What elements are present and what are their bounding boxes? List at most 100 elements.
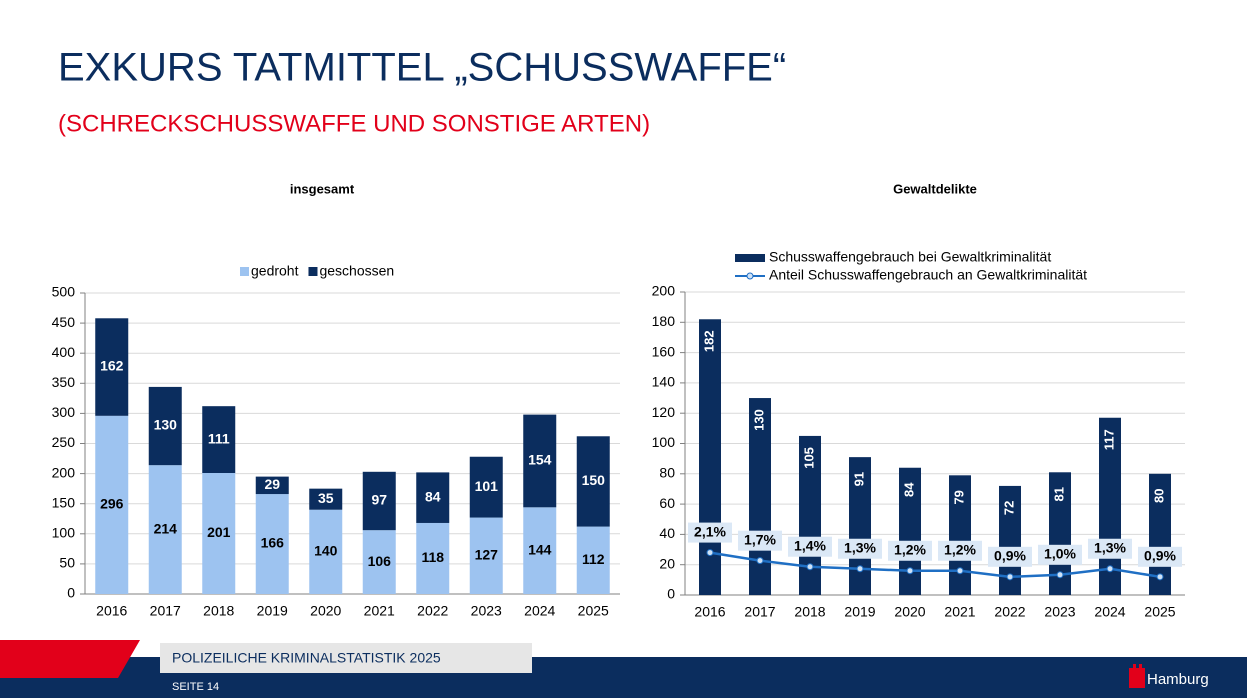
data-label: 117 — [1101, 429, 1116, 450]
bar — [469, 456, 503, 518]
bar — [202, 472, 236, 594]
bar — [202, 406, 236, 473]
data-label: 162 — [100, 358, 124, 374]
bar — [999, 485, 1021, 595]
bar — [523, 507, 557, 594]
logo-text: Hamburg — [1147, 671, 1209, 688]
data-label: 201 — [207, 524, 231, 540]
logo-icon — [1129, 664, 1145, 688]
x-tick-label: 2025 — [578, 603, 609, 619]
line-marker — [1106, 565, 1114, 573]
footer-page: SEITE 14 — [172, 681, 219, 693]
data-label-box — [788, 536, 832, 557]
y-tick-label: 200 — [52, 464, 76, 480]
line-marker — [856, 565, 864, 573]
data-label: 112 — [582, 551, 605, 567]
bar — [255, 476, 289, 495]
y-tick-label: 160 — [652, 343, 676, 359]
data-label-box — [1138, 546, 1182, 567]
bar — [416, 522, 450, 594]
x-tick-label: 2022 — [994, 604, 1025, 620]
x-tick-label: 2017 — [744, 604, 775, 620]
bar — [362, 471, 396, 531]
x-tick-label: 2024 — [1094, 604, 1125, 620]
bar — [469, 517, 503, 594]
data-label-box — [1038, 544, 1082, 565]
data-label: 166 — [261, 535, 285, 551]
slide-title: EXKURS TATMITTEL „SCHUSSWAFFE“ — [58, 46, 786, 90]
data-label: 140 — [314, 543, 338, 559]
data-label: 1,3% — [844, 539, 876, 555]
data-label: 296 — [100, 496, 124, 512]
x-tick-label: 2018 — [794, 604, 825, 620]
x-tick-label: 2019 — [257, 603, 288, 619]
line-marker — [1056, 571, 1064, 579]
y-tick-label: 400 — [52, 344, 76, 360]
x-tick-label: 2016 — [694, 604, 725, 620]
line-marker — [1006, 573, 1014, 581]
y-tick-label: 100 — [652, 434, 676, 450]
bar — [849, 457, 871, 595]
y-tick-label: 200 — [652, 283, 676, 299]
data-label: 0,9% — [994, 548, 1026, 564]
x-tick-label: 2019 — [844, 604, 875, 620]
data-label: 29 — [264, 476, 280, 492]
data-label: 154 — [528, 452, 552, 468]
data-label: 2,1% — [694, 523, 726, 539]
bar — [95, 318, 129, 416]
x-tick-label: 2025 — [1144, 604, 1175, 620]
y-tick-label: 140 — [652, 374, 676, 390]
x-tick-label: 2022 — [417, 603, 448, 619]
data-label: 182 — [701, 330, 716, 352]
data-label: 1,0% — [1044, 546, 1076, 562]
y-tick-label: 120 — [652, 404, 676, 420]
footer-box — [160, 643, 532, 673]
data-label: 97 — [371, 492, 387, 508]
data-label-box — [838, 538, 882, 559]
x-tick-label: 2020 — [310, 603, 341, 619]
bar — [899, 467, 921, 595]
data-label: 35 — [318, 490, 334, 506]
footer-accent — [0, 640, 140, 678]
line-marker — [756, 557, 764, 565]
data-label: 1,2% — [944, 541, 976, 557]
legend-swatch — [240, 267, 249, 276]
data-label-box — [688, 522, 732, 543]
data-label: 91 — [851, 472, 866, 486]
line — [709, 551, 1161, 579]
y-tick-label: 150 — [52, 494, 76, 510]
x-tick-label: 2023 — [1044, 604, 1075, 620]
data-label: 84 — [901, 482, 916, 497]
data-label: 101 — [475, 478, 499, 494]
bar — [309, 509, 343, 594]
legend-label: Anteil Schusswaffengebrauch an Gewaltkri… — [769, 267, 1087, 283]
data-label: 130 — [154, 417, 178, 433]
data-label: 80 — [1151, 489, 1166, 503]
data-label: 1,2% — [894, 541, 926, 557]
x-tick-label: 2017 — [150, 603, 181, 619]
data-label: 84 — [425, 488, 441, 504]
data-label: 118 — [421, 549, 444, 565]
bar — [949, 475, 971, 595]
x-tick-label: 2016 — [96, 603, 127, 619]
y-tick-label: 350 — [52, 374, 76, 390]
y-tick-label: 0 — [67, 585, 75, 601]
bar — [148, 465, 182, 594]
legend-swatch — [735, 254, 765, 262]
y-tick-label: 40 — [659, 525, 675, 541]
y-tick-label: 180 — [652, 313, 676, 329]
data-label: 79 — [951, 490, 966, 504]
data-label: 106 — [368, 553, 392, 569]
bar — [309, 488, 343, 510]
x-tick-label: 2020 — [894, 604, 925, 620]
bar — [523, 414, 557, 508]
data-label: 72 — [1001, 501, 1016, 515]
legend-label: gedroht — [251, 263, 299, 279]
bar — [255, 494, 289, 594]
y-tick-label: 50 — [59, 555, 75, 571]
y-tick-label: 100 — [52, 525, 76, 541]
y-tick-label: 300 — [52, 404, 76, 420]
data-label: 130 — [751, 409, 766, 431]
data-label: 214 — [154, 520, 178, 536]
y-tick-label: 20 — [659, 555, 675, 571]
